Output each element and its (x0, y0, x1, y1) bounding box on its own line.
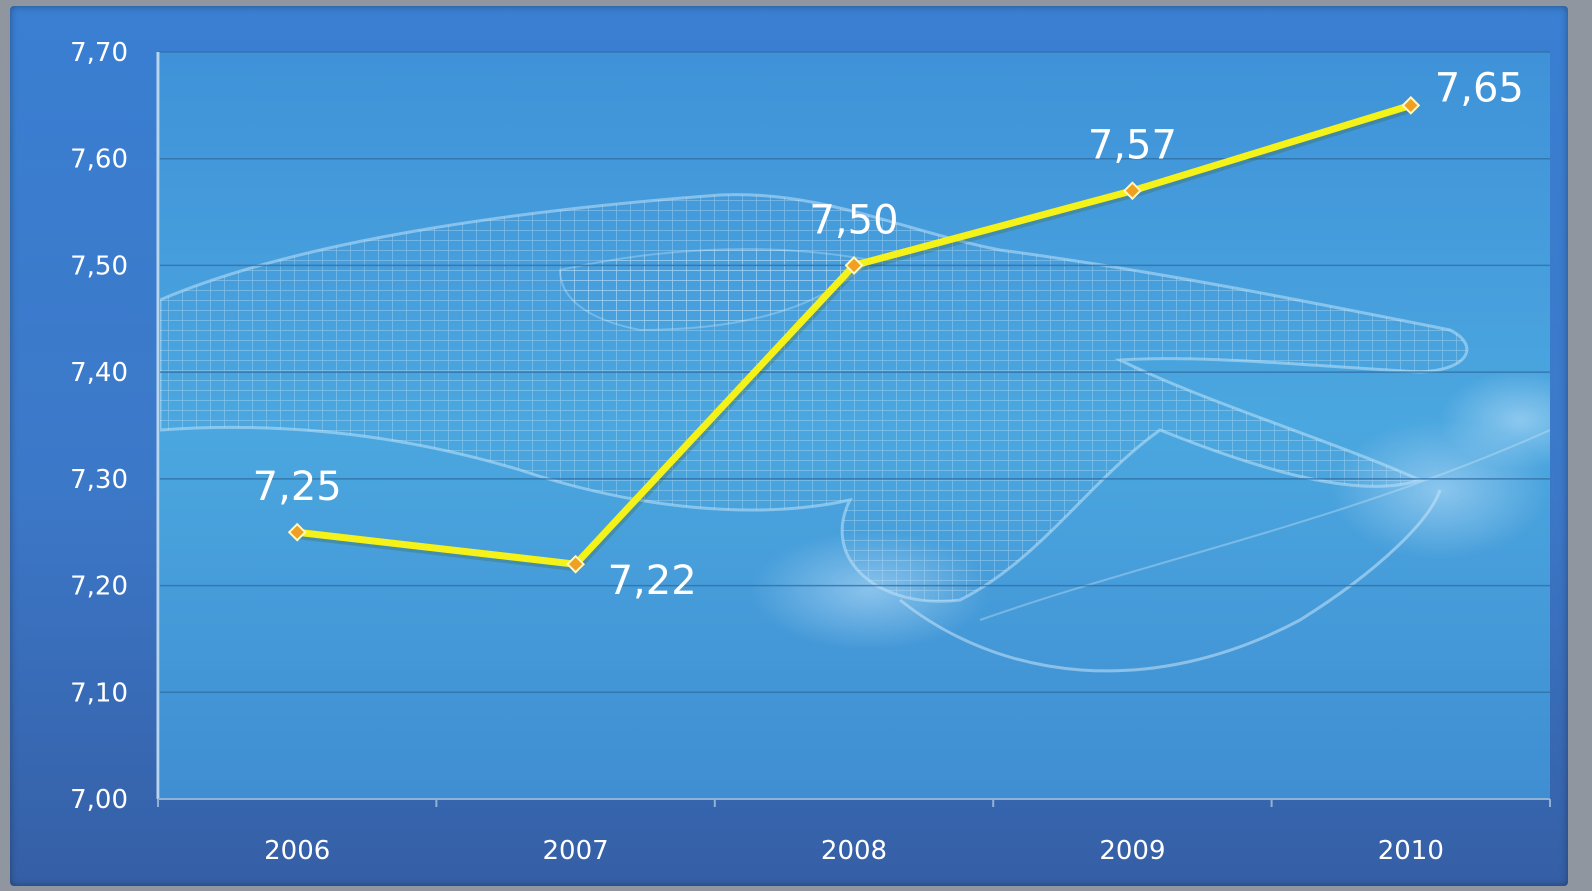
y-tick-label: 7,00 (70, 785, 128, 815)
data-point-marker (1122, 181, 1142, 201)
x-tick-label: 2007 (543, 836, 609, 866)
background-hand-artwork (160, 193, 1550, 673)
data-label: 7,22 (608, 558, 697, 604)
y-axis-tick-labels: 7,00 7,10 7,20 7,30 7,40 7,50 7,60 7,70 (70, 38, 128, 815)
y-tick-label: 7,50 (70, 251, 128, 281)
data-point-marker (566, 554, 586, 574)
x-tick-label: 2010 (1378, 836, 1444, 866)
x-tick-label: 2009 (1099, 836, 1165, 866)
x-tick-label: 2008 (821, 836, 887, 866)
series-layer (287, 95, 1421, 574)
y-tick-label: 7,20 (70, 572, 128, 602)
data-label: 7,65 (1435, 65, 1524, 111)
data-point-marker (1401, 95, 1421, 115)
axes (156, 52, 1551, 807)
y-tick-label: 7,60 (70, 145, 128, 175)
y-tick-label: 7,70 (70, 38, 128, 68)
data-point-marker (287, 522, 307, 542)
data-label: 7,57 (1088, 123, 1177, 169)
x-tick-label: 2006 (264, 836, 330, 866)
y-tick-label: 7,40 (70, 358, 128, 388)
y-tick-label: 7,30 (70, 465, 128, 495)
y-tick-label: 7,10 (70, 678, 128, 708)
data-label: 7,25 (253, 464, 342, 510)
data-point-marker (844, 256, 864, 275)
x-axis-tick-labels: 2006 2007 2008 2009 2010 (264, 836, 1444, 866)
data-labels: 7,25 7,22 7,50 7,57 7,65 (253, 65, 1524, 604)
data-label: 7,50 (809, 197, 898, 243)
